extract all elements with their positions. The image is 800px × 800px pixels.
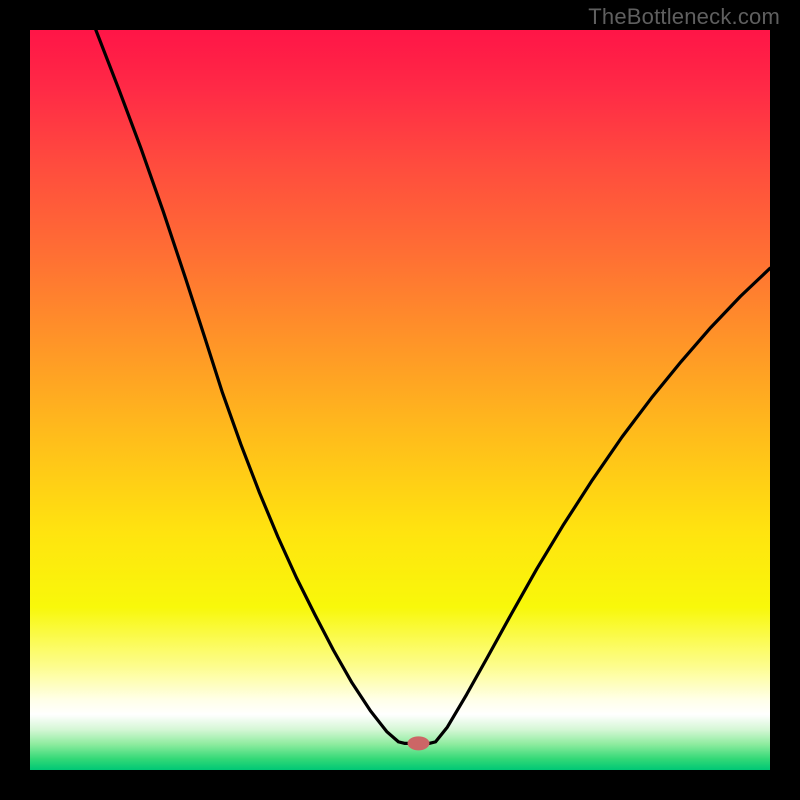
chart-stage: TheBottleneck.com [0, 0, 800, 800]
gradient-background [30, 30, 770, 770]
optimum-marker [408, 736, 430, 750]
plot-svg [30, 30, 770, 770]
watermark-text: TheBottleneck.com [588, 4, 780, 30]
plot-area [30, 30, 770, 770]
